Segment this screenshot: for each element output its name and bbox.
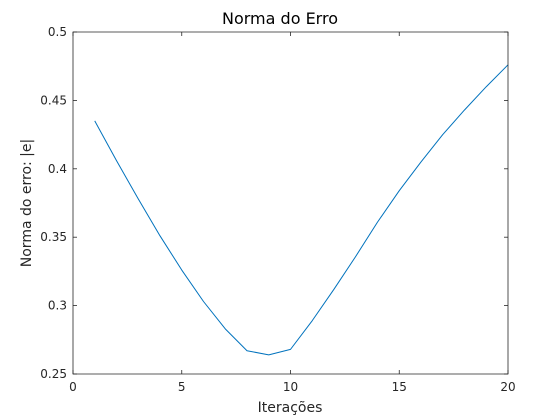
series-layer bbox=[94, 64, 509, 356]
y-tick-label: 0.4 bbox=[48, 162, 67, 176]
y-tick-label: 0.5 bbox=[48, 25, 67, 39]
x-tick-label: 20 bbox=[500, 380, 515, 394]
x-axis-label: Iterações bbox=[258, 400, 323, 416]
y-tick-label: 0.45 bbox=[40, 93, 67, 107]
y-tick-label: 0.35 bbox=[40, 230, 67, 244]
ticks-layer bbox=[72, 31, 509, 375]
chart-title: Norma do Erro bbox=[222, 9, 338, 28]
x-tick-label: 0 bbox=[69, 380, 77, 394]
x-tick-label: 15 bbox=[392, 380, 407, 394]
y-axis-label: Norma do erro: |e| bbox=[19, 139, 35, 267]
x-tick-label: 5 bbox=[178, 380, 186, 394]
y-tick-label: 0.25 bbox=[40, 367, 67, 381]
series-line-0 bbox=[94, 64, 509, 356]
x-tick-label: 10 bbox=[283, 380, 298, 394]
y-tick-label: 0.3 bbox=[48, 299, 67, 313]
plot-area bbox=[73, 32, 508, 374]
tick-labels-layer: 0 5 10 15 20 0.25 0.3 0.35 0.4 0.45 0.5 bbox=[40, 25, 515, 394]
